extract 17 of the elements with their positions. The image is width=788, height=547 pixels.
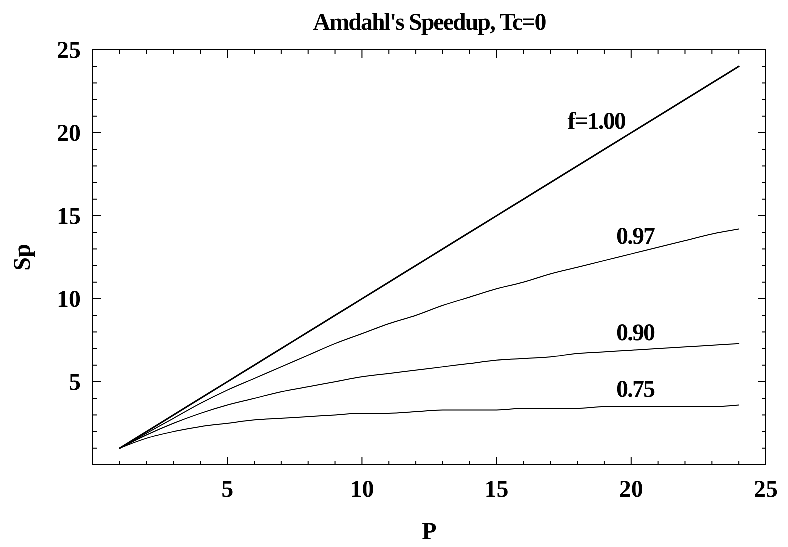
series-label: 0.97 (616, 224, 656, 250)
y-tick-label: 10 (57, 287, 81, 313)
series-label: 0.90 (616, 320, 656, 346)
y-tick-label: 25 (57, 38, 81, 64)
series-label: 0.75 (616, 376, 656, 403)
y-tick-label: 15 (57, 204, 81, 230)
x-axis-title: P (422, 519, 437, 545)
y-axis-title: Sp (10, 244, 36, 271)
x-tick-label: 15 (484, 477, 509, 503)
x-tick-label: 10 (350, 477, 374, 503)
y-tick-label: 20 (57, 121, 81, 147)
x-tick-label: 25 (754, 477, 778, 503)
x-tick-label: 20 (619, 477, 644, 503)
x-tick-label: 5 (222, 477, 234, 503)
series-label: f=1.00 (568, 109, 626, 135)
y-tick-label: 5 (69, 370, 81, 396)
chart-title: Amdahl's Speedup, Tc=0 (313, 10, 547, 36)
